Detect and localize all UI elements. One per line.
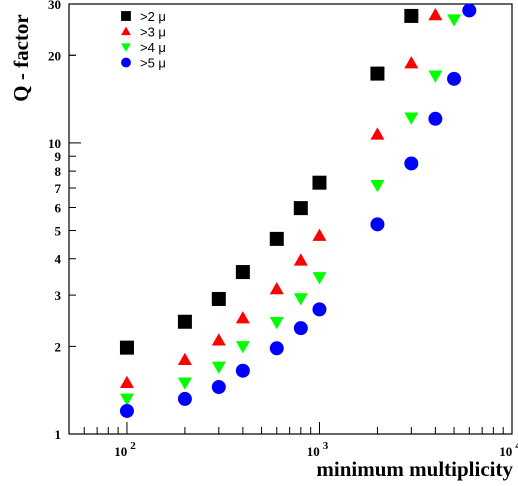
data-point: [177, 377, 192, 390]
x-tick-label: 10 2: [114, 440, 136, 459]
x-axis-title: minimum multiplicity: [316, 457, 513, 481]
y-tick-label: 5: [55, 224, 62, 239]
data-point: [312, 228, 327, 241]
legend-marker: [121, 11, 131, 21]
y-tick-label: 6: [55, 200, 62, 215]
legend-marker: [121, 26, 131, 36]
y-tick-label: 8: [55, 164, 62, 179]
data-point: [404, 56, 419, 69]
plot-frame: [68, 3, 513, 435]
y-tick-label: 4: [55, 252, 62, 267]
data-point: [269, 281, 284, 295]
data-point: [447, 71, 462, 86]
data-point: [119, 340, 134, 355]
legend-marker: [121, 57, 131, 68]
data-point: [428, 8, 443, 21]
data-point: [211, 333, 226, 346]
data-point: [293, 321, 308, 336]
series-3: [119, 14, 462, 406]
y-tick-label: 10: [48, 136, 61, 151]
y-tick-label: 3: [55, 288, 62, 303]
data-point: [211, 291, 226, 306]
legend-label: >2 μ: [140, 9, 166, 24]
data-point: [177, 314, 192, 329]
data-point: [211, 361, 226, 374]
y-axis-title: Q - factor: [9, 14, 33, 101]
data-point: [428, 70, 443, 83]
data-point: [404, 8, 419, 23]
data-point: [235, 363, 250, 378]
data-point: [177, 391, 192, 406]
x-axis-tick-labels: 10 2 10 3 10 4: [114, 440, 518, 459]
legend-label: >3 μ: [140, 25, 166, 40]
data-point: [293, 201, 308, 216]
x-tick-label: 10 3: [307, 440, 329, 459]
data-point: [235, 311, 250, 324]
data-point: [119, 403, 134, 418]
data-point: [404, 156, 419, 171]
y-tick-label: 1: [55, 427, 62, 442]
y-axis-ticks: [69, 3, 81, 435]
data-point: [211, 380, 226, 395]
legend-marker: [121, 43, 131, 52]
y-tick-label: 2: [55, 339, 62, 354]
data-point: [370, 127, 385, 140]
y-tick-label: 9: [55, 149, 62, 164]
data-point: [235, 341, 250, 354]
y-tick-label: 7: [55, 181, 62, 196]
data-point: [269, 231, 284, 246]
data-point: [269, 341, 284, 356]
data-point: [235, 265, 250, 280]
data-point: [370, 66, 385, 81]
series-2: [119, 8, 443, 388]
data-point: [404, 112, 419, 125]
data-point: [428, 111, 443, 126]
data-point: [119, 375, 134, 388]
legend-label: >4 μ: [140, 40, 166, 55]
x-axis-ticks: [68, 422, 513, 434]
data-point: [312, 272, 327, 285]
data-markers: [119, 3, 477, 418]
data-point: [447, 14, 462, 27]
data-point: [119, 393, 134, 406]
y-tick-label: 20: [48, 48, 61, 63]
legend-label: >5 μ: [140, 56, 166, 71]
x-tick-label: 10 4: [499, 440, 518, 459]
data-point: [269, 317, 284, 330]
data-point: [370, 180, 385, 193]
data-point: [312, 302, 327, 317]
data-point: [177, 352, 192, 365]
data-point: [293, 293, 308, 306]
series-1: [119, 8, 419, 355]
data-point: [312, 175, 327, 190]
data-point: [293, 253, 308, 266]
data-point: [462, 3, 477, 18]
y-tick-label: 30: [48, 0, 61, 12]
data-point: [370, 217, 385, 232]
series-4: [119, 3, 477, 418]
legend: >2 μ>3 μ>4 μ>5 μ: [121, 9, 166, 71]
